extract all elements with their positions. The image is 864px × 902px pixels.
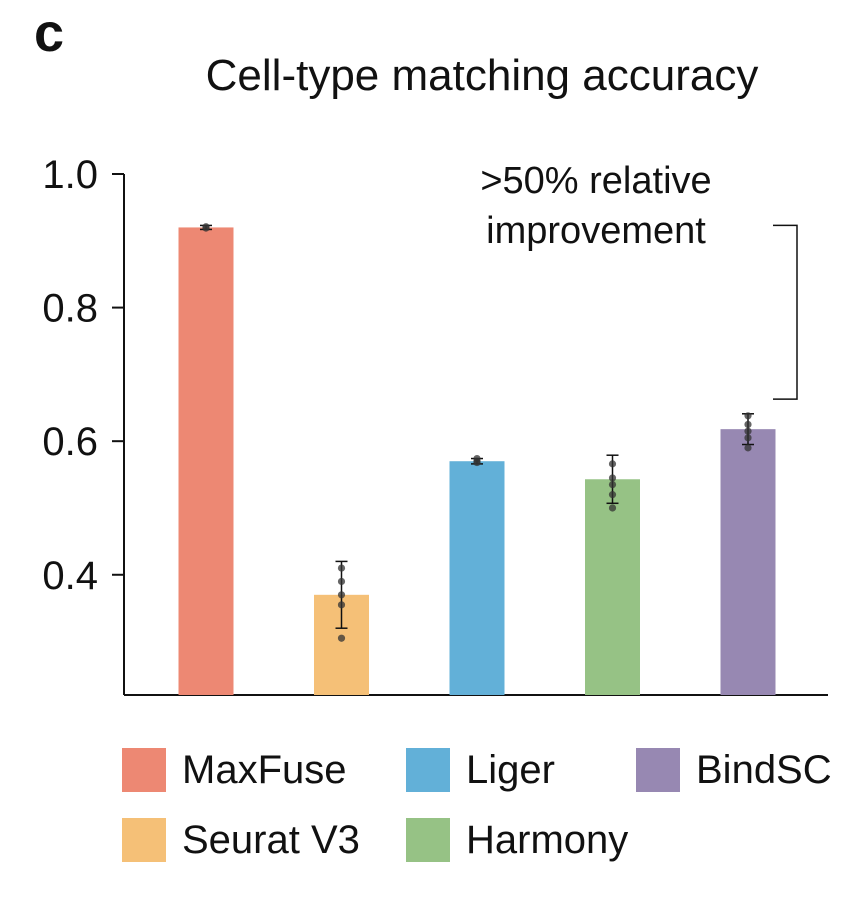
annotation-text: improvement xyxy=(486,210,706,252)
bar-harmony xyxy=(585,479,640,695)
data-point xyxy=(608,491,617,499)
y-tick-label: 0.4 xyxy=(42,554,98,598)
legend-swatch-bindsc xyxy=(636,748,680,792)
legend-item-liger: Liger xyxy=(406,748,555,792)
legend-item-bindsc: BindSC xyxy=(636,748,832,792)
legend-label: Liger xyxy=(466,748,555,792)
data-point xyxy=(608,460,617,468)
axes: 0.4 0.6 0.8 1.0 xyxy=(42,153,828,696)
panel-letter: c xyxy=(34,3,65,63)
legend-item-harmony: Harmony xyxy=(406,818,628,862)
data-point xyxy=(202,224,210,232)
bar-bindsc xyxy=(720,429,776,695)
legend-swatch-liger xyxy=(406,748,450,792)
data-point xyxy=(337,564,346,572)
data-point xyxy=(608,504,617,512)
data-point xyxy=(608,480,617,489)
replicate-points xyxy=(202,223,752,642)
legend-swatch-seurat-v3 xyxy=(122,818,166,862)
data-point xyxy=(473,458,481,467)
legend-label: BindSC xyxy=(696,748,832,792)
data-point xyxy=(608,474,617,482)
legend-swatch-harmony xyxy=(406,818,450,862)
data-point xyxy=(744,412,752,420)
chart-title: Cell-type matching accuracy xyxy=(205,51,759,100)
y-tick-label: 1.0 xyxy=(42,153,98,197)
data-point xyxy=(337,591,346,599)
legend-label: Harmony xyxy=(466,818,629,862)
bar-liger xyxy=(449,461,505,695)
legend-swatch-maxfuse xyxy=(122,748,166,792)
legend-item-maxfuse: MaxFuse xyxy=(122,748,347,792)
data-point xyxy=(337,601,346,609)
data-point xyxy=(744,444,752,452)
legend-item-seurat-v3: Seurat V3 xyxy=(122,818,360,862)
data-point xyxy=(337,634,346,642)
annotation-text: >50% relative xyxy=(480,160,711,202)
y-tick-label: 0.6 xyxy=(42,420,98,464)
data-point xyxy=(744,434,752,442)
bar-maxfuse xyxy=(178,227,234,695)
data-point xyxy=(337,577,346,586)
legend-label: Seurat V3 xyxy=(182,818,360,862)
data-point xyxy=(744,427,752,435)
legend-label: MaxFuse xyxy=(182,748,347,792)
bars xyxy=(178,227,776,695)
data-point xyxy=(744,420,752,429)
y-tick-label: 0.8 xyxy=(42,287,98,331)
improvement-bracket xyxy=(773,224,798,400)
annotation: >50% relative improvement xyxy=(480,160,798,400)
